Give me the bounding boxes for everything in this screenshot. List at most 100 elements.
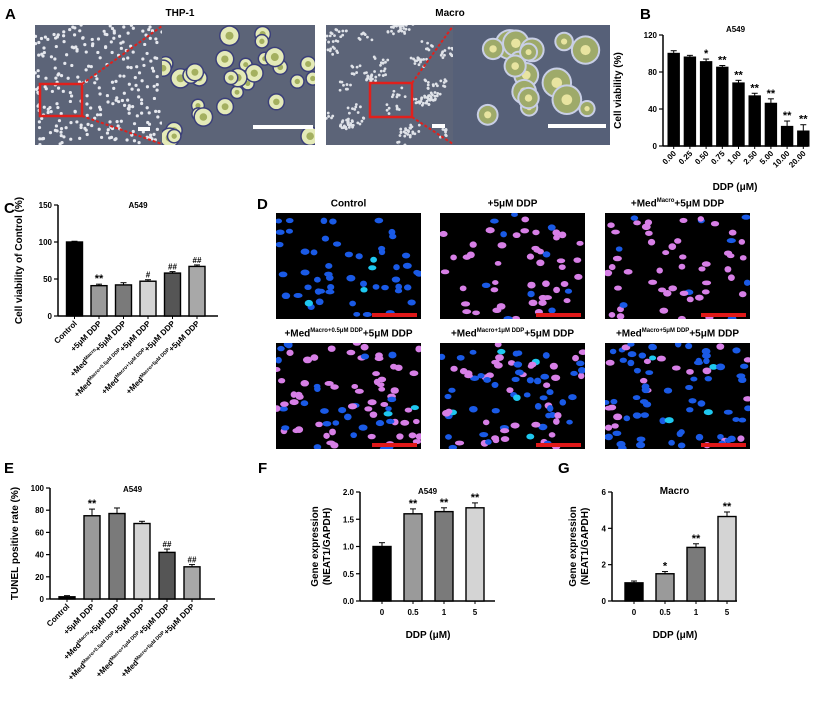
title-main: +5μM DDP <box>487 198 538 210</box>
svg-text:**: ** <box>409 498 418 510</box>
svg-text:**: ** <box>95 273 104 285</box>
title-main: Control <box>330 198 367 210</box>
svg-text:(NEAT1/GAPDH): (NEAT1/GAPDH) <box>322 508 333 586</box>
tunel-image-title: +MedMacro+5μM DDP+5μM DDP <box>595 328 760 339</box>
svg-text:DDP (μM): DDP (μM) <box>406 630 451 641</box>
title-tail: +5μM DDP <box>689 328 740 340</box>
svg-text:40: 40 <box>648 105 657 114</box>
macro-title: Macro <box>435 8 465 19</box>
svg-text:1: 1 <box>694 608 699 617</box>
svg-text:0: 0 <box>632 608 637 617</box>
svg-text:##: ## <box>163 540 172 549</box>
tunel-image-title: Control <box>266 198 431 209</box>
svg-text:0: 0 <box>602 597 607 606</box>
title-superscript: Macro <box>656 198 675 204</box>
svg-text:**: ** <box>799 114 808 126</box>
svg-text:A549: A549 <box>128 201 148 210</box>
svg-text:A549: A549 <box>418 487 438 496</box>
svg-text:**: ** <box>750 82 759 94</box>
svg-text:*: * <box>704 48 709 60</box>
svg-text:DDP (μM): DDP (μM) <box>713 182 758 193</box>
svg-text:0.0: 0.0 <box>343 597 355 606</box>
svg-text:Cell viability (%): Cell viability (%) <box>613 52 624 129</box>
svg-text:0.5: 0.5 <box>659 608 671 617</box>
svg-text:##: ## <box>188 556 197 565</box>
svg-text:Macro: Macro <box>660 486 689 497</box>
svg-text:0.5: 0.5 <box>407 608 419 617</box>
svg-text:5: 5 <box>725 608 730 617</box>
bar <box>624 582 644 602</box>
tunel-image-title: +MedMacro+5μM DDP <box>595 198 760 209</box>
svg-text:20: 20 <box>35 573 44 582</box>
title-tail: +5μM DDP <box>524 328 575 340</box>
tunel-fluorescence-image <box>605 343 750 449</box>
svg-text:0: 0 <box>40 595 45 604</box>
panel-label-c: C <box>4 200 15 217</box>
svg-text:1.0: 1.0 <box>343 543 355 552</box>
svg-text:TUNEL positive rate (%): TUNEL positive rate (%) <box>10 487 21 600</box>
svg-text:##: ## <box>193 256 202 265</box>
tunel-image-title: +MedMacro+0.5μM DDP+5μM DDP <box>266 328 431 339</box>
svg-text:A549: A549 <box>123 485 143 494</box>
svg-text:4: 4 <box>602 524 607 533</box>
svg-text:50: 50 <box>43 275 52 284</box>
svg-text:0.5: 0.5 <box>343 570 355 579</box>
svg-text:DDP (μM): DDP (μM) <box>653 630 698 641</box>
panel-label-d: D <box>257 196 268 213</box>
panel-label-b: B <box>640 6 651 23</box>
tunel-image-title: +5μM DDP <box>430 198 595 209</box>
svg-text:80: 80 <box>648 68 657 77</box>
svg-text:0: 0 <box>380 608 385 617</box>
tunel-fluorescence-image <box>440 213 585 319</box>
svg-text:120: 120 <box>644 31 658 40</box>
svg-text:(NEAT1/GAPDH): (NEAT1/GAPDH) <box>580 508 591 586</box>
bar <box>717 515 737 602</box>
svg-text:A549: A549 <box>726 25 746 34</box>
title-superscript: Macro+1μM DDP <box>476 328 525 334</box>
title-superscript: Macro+5μM DDP <box>641 328 690 334</box>
title-tail: +5μM DDP <box>362 328 413 340</box>
svg-text:**: ** <box>767 88 776 100</box>
svg-text:**: ** <box>692 533 701 545</box>
svg-text:5: 5 <box>473 608 478 617</box>
svg-text:6: 6 <box>602 488 607 497</box>
bar <box>686 546 706 602</box>
title-main: +Med <box>615 328 642 340</box>
svg-text:**: ** <box>440 497 449 509</box>
svg-text:**: ** <box>723 501 732 513</box>
tunel-fluorescence-image <box>276 343 421 449</box>
svg-text:**: ** <box>471 492 480 504</box>
svg-text:1: 1 <box>442 608 447 617</box>
svg-text:80: 80 <box>35 506 44 515</box>
svg-text:2: 2 <box>602 561 607 570</box>
svg-text:*: * <box>663 561 668 573</box>
svg-text:100: 100 <box>31 484 45 493</box>
title-superscript: Macro+0.5μM DDP <box>310 328 363 334</box>
svg-text:**: ** <box>783 110 792 122</box>
svg-text:150: 150 <box>39 201 53 210</box>
svg-text:40: 40 <box>35 551 44 560</box>
tunel-fluorescence-image <box>276 213 421 319</box>
tunel-fluorescence-image <box>440 343 585 449</box>
svg-text:Gene expression: Gene expression <box>568 506 579 587</box>
panel-label-e: E <box>4 460 15 477</box>
title-main: +Med <box>630 198 657 210</box>
svg-text:0: 0 <box>653 142 658 151</box>
svg-text:100: 100 <box>39 238 53 247</box>
svg-text:**: ** <box>88 498 97 510</box>
svg-text:2.0: 2.0 <box>343 488 355 497</box>
panel-label-g: G <box>558 460 570 477</box>
bar <box>655 573 675 602</box>
svg-text:##: ## <box>168 263 177 272</box>
svg-text:Gene expression: Gene expression <box>310 506 321 587</box>
svg-text:60: 60 <box>35 528 44 537</box>
svg-text:**: ** <box>718 55 727 67</box>
panel-label-a: A <box>5 6 16 23</box>
svg-text:#: # <box>146 271 151 280</box>
tunel-image-title: +MedMacro+1μM DDP+5μM DDP <box>430 328 595 339</box>
title-tail: +5μM DDP <box>674 198 725 210</box>
